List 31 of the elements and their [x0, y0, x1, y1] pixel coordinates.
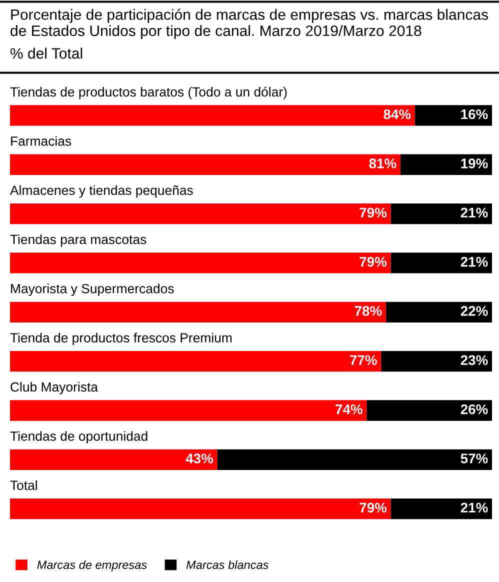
data-label: 84% [384, 109, 411, 120]
data-label: 16% [461, 109, 488, 120]
legend-label: Marcas blancas [186, 560, 268, 570]
y-tick-label: Tiendas de productos baratos (Todo a un dólar) [10, 86, 287, 100]
data-label: 57% [460, 454, 488, 464]
data-label: 21% [460, 256, 488, 267]
data-label: 81% [369, 158, 396, 168]
y-tick-label: Tiendas de oportunidad [10, 431, 148, 444]
data-label: 79% [360, 502, 387, 513]
y-tick-label: Almacenes y tiendas pequeñas [10, 185, 193, 198]
data-label: 26% [460, 404, 488, 414]
chart-title: Porcentaje de participación de marcas de empresas vs. marcas blancas de Estados Unidos por tipo de canal. Marzo 2019/Marzo 2018 [10, 8, 488, 40]
y-tick-label: Tiendas para mascotas [10, 234, 146, 247]
data-label: 22% [460, 306, 488, 316]
data-label: 78% [354, 306, 382, 316]
legend-label: Marcas de empresas [37, 560, 147, 572]
y-tick-label: Farmacias [11, 136, 72, 146]
y-tick-label: Tienda de productos frescos Premium [10, 332, 232, 346]
data-label: 77% [350, 355, 377, 366]
data-label: 21% [460, 502, 488, 513]
y-tick-label: Club Mayorista [10, 382, 98, 394]
y-tick-label: Mayorista y Supermercados [11, 284, 174, 296]
chart-subtitle: % del Total [10, 48, 82, 59]
data-label: 21% [460, 208, 488, 218]
y-tick-label: Total [10, 480, 37, 490]
data-label: 74% [336, 404, 362, 414]
data-label: 79% [360, 256, 387, 267]
data-label: 79% [360, 208, 387, 218]
data-label: 19% [461, 158, 488, 168]
data-label: 43% [186, 454, 214, 464]
data-label: 23% [460, 355, 488, 366]
